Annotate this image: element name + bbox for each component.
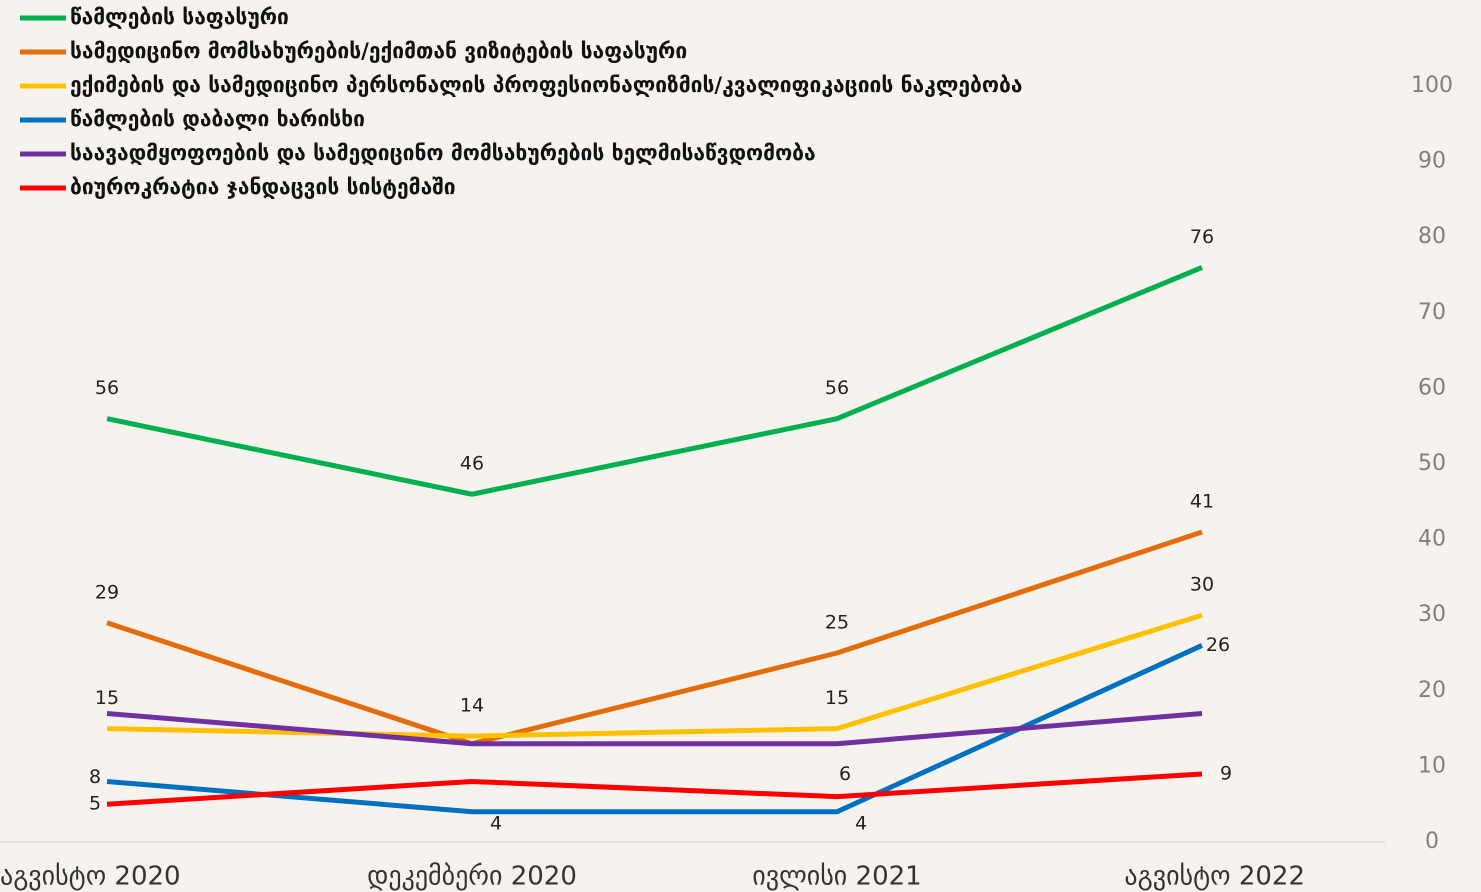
y-tick-label: 0 bbox=[1425, 829, 1439, 854]
y-tick-label: 100 bbox=[1411, 73, 1453, 98]
x-tick-label: დეკემბერი 2020 bbox=[367, 862, 577, 892]
y-tick-label: 20 bbox=[1418, 678, 1446, 703]
data-label: 56 bbox=[825, 377, 849, 399]
data-label: 76 bbox=[1190, 226, 1214, 248]
y-tick-label: 30 bbox=[1418, 602, 1446, 627]
legend-label: სამედიცინო მომსახურების/ექიმთან ვიზიტები… bbox=[70, 39, 687, 63]
data-label: 4 bbox=[490, 812, 502, 834]
series-line bbox=[106, 710, 1203, 747]
y-tick-label: 10 bbox=[1418, 753, 1446, 778]
y-tick-label: 60 bbox=[1418, 375, 1446, 400]
legend-label: წამლების დაბალი ხარისხი bbox=[70, 107, 365, 131]
data-label: 14 bbox=[460, 695, 484, 717]
x-tick-label: აგვისტო 2020 bbox=[0, 862, 181, 892]
data-label: 4 bbox=[855, 812, 867, 834]
data-label: 25 bbox=[825, 612, 849, 634]
series-line bbox=[106, 265, 1203, 497]
data-label: 46 bbox=[460, 453, 484, 475]
legend-label: წამლების საფასური bbox=[70, 5, 289, 29]
data-label: 6 bbox=[839, 763, 851, 785]
series-line bbox=[106, 771, 1203, 807]
y-tick-label: 80 bbox=[1418, 224, 1446, 249]
data-label: 26 bbox=[1206, 634, 1230, 656]
legend-label: ბიუროკრატია ჯანდაცვის სისტემაში bbox=[70, 175, 456, 199]
y-tick-label: 50 bbox=[1418, 451, 1446, 476]
y-tick-label: 90 bbox=[1418, 149, 1446, 174]
x-tick-label: აგვისტო 2022 bbox=[1124, 862, 1305, 892]
x-tick-label: ივლისი 2021 bbox=[752, 862, 921, 892]
data-label: 56 bbox=[95, 377, 119, 399]
data-label: 41 bbox=[1190, 491, 1214, 513]
data-label: 8 bbox=[89, 766, 101, 788]
data-label: 5 bbox=[89, 793, 101, 815]
data-label: 9 bbox=[1220, 762, 1232, 784]
series-line bbox=[106, 612, 1203, 739]
data-label: 15 bbox=[825, 687, 849, 709]
y-tick-label: 70 bbox=[1418, 300, 1446, 325]
series-line bbox=[106, 529, 1203, 747]
legend-label: საავადმყოფოების და სამედიცინო მომსახურებ… bbox=[70, 141, 816, 165]
y-tick-label: 40 bbox=[1418, 527, 1446, 552]
data-label: 29 bbox=[95, 581, 119, 603]
data-label: 30 bbox=[1190, 574, 1214, 596]
legend-label: ექიმების და სამედიცინო პერსონალის პროფეს… bbox=[70, 73, 1022, 97]
data-label: 15 bbox=[95, 687, 119, 709]
